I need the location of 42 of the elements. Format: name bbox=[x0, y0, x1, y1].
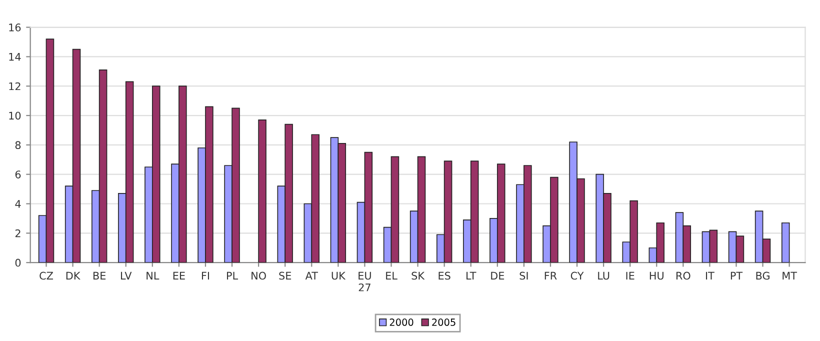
x-tick-label: LV bbox=[121, 272, 132, 280]
x-tick-label: SI bbox=[520, 272, 528, 280]
x-tick-label: LT bbox=[466, 272, 476, 280]
x-tick-label: FI bbox=[202, 272, 209, 280]
x-tick-label: FR bbox=[544, 272, 557, 280]
bar bbox=[781, 222, 790, 263]
bar bbox=[258, 120, 266, 263]
y-tick-label: 14 bbox=[9, 53, 21, 61]
x-tick-label: HU bbox=[650, 272, 664, 280]
x-tick-label: BG bbox=[756, 272, 770, 280]
x-tick-label: EU 27 bbox=[358, 272, 371, 292]
x-tick-label: PL bbox=[227, 272, 238, 280]
x-tick-label: BE bbox=[93, 272, 106, 280]
x-tick-label: AT bbox=[305, 272, 318, 280]
x-tick-label: SK bbox=[412, 272, 425, 280]
y-tick-label: 2 bbox=[15, 229, 20, 238]
x-tick-label: IT bbox=[706, 272, 714, 280]
y-tick-label: 8 bbox=[15, 141, 21, 150]
y-tick-label: 12 bbox=[9, 82, 20, 90]
x-tick-label: MT bbox=[782, 272, 798, 280]
x-tick-label: EE bbox=[173, 272, 185, 280]
legend-label: 2000 bbox=[390, 318, 414, 326]
x-tick-label: NL bbox=[146, 272, 160, 280]
x-tick-label: LU bbox=[598, 272, 610, 280]
y-tick-label: 4 bbox=[15, 200, 21, 208]
x-tick-label: DE bbox=[491, 272, 504, 280]
y-tick-label: 0 bbox=[15, 258, 21, 267]
x-tick-label: UK bbox=[332, 272, 346, 280]
legend-label: 2005 bbox=[432, 318, 456, 326]
x-tick-label: CZ bbox=[40, 272, 53, 280]
x-tick-label: IE bbox=[626, 272, 634, 280]
y-tick-label: 10 bbox=[9, 112, 21, 120]
y-tick-label: 16 bbox=[9, 24, 21, 32]
x-tick-label: PT bbox=[730, 272, 743, 280]
x-tick-label: EL bbox=[386, 272, 398, 280]
x-tick-label: CY bbox=[570, 272, 584, 280]
x-tick-label: DK bbox=[66, 272, 80, 280]
x-tick-label: NO bbox=[252, 272, 266, 280]
y-tick-label: 6 bbox=[15, 170, 21, 178]
x-tick-label: RO bbox=[676, 272, 690, 280]
x-tick-label: ES bbox=[438, 272, 450, 280]
x-tick-label: SE bbox=[279, 272, 292, 280]
